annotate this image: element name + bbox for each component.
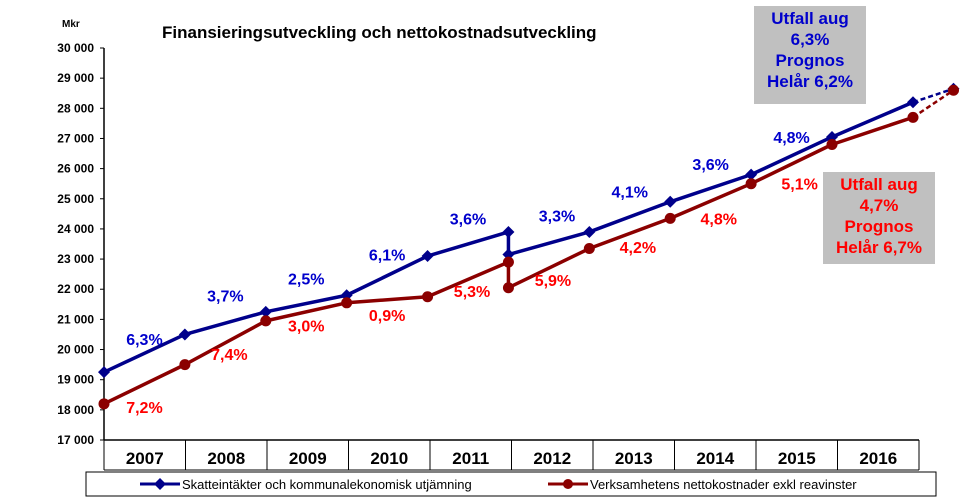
series-2-marker	[179, 359, 191, 371]
data-label-series-1: 4,8%	[773, 130, 809, 147]
data-label-series-2: 0,9%	[369, 308, 405, 325]
callout-red: Utfall aug 4,7% Prognos Helår 6,7%	[823, 172, 935, 264]
y-tick-label: 17 000	[57, 433, 94, 447]
series-1-marker	[178, 328, 191, 341]
y-tick-label: 27 000	[57, 131, 94, 145]
series-2-marker	[583, 243, 595, 255]
series-1-marker	[98, 366, 110, 379]
x-tick-label: 2012	[533, 449, 571, 468]
series-layer	[98, 82, 960, 410]
series-2-marker	[422, 291, 434, 303]
series-2-marker	[745, 178, 757, 190]
series-2-marker	[502, 256, 514, 268]
data-label-series-2: 4,8%	[701, 211, 737, 228]
x-tick-label: 2014	[696, 449, 734, 468]
axes: 17 000 18 000 19 000 20 000 21 000 22 000 23 0…	[57, 41, 920, 471]
x-tick-label: 2009	[289, 449, 327, 468]
legend: Skatteintäkter och kommunalekonomisk utj…	[85, 471, 937, 497]
series-2-marker	[948, 84, 959, 96]
legend-marker-series-2	[563, 479, 573, 489]
data-label-series-1: 3,6%	[450, 211, 486, 228]
y-tick-label: 26 000	[57, 162, 94, 176]
legend-frame	[85, 471, 937, 497]
x-tick-label: 2007	[126, 449, 164, 468]
data-label-series-2: 3,0%	[288, 318, 324, 335]
x-tick-label: 2008	[207, 449, 245, 468]
data-label-series-1: 6,3%	[126, 332, 162, 349]
y-tick-label: 23 000	[57, 252, 94, 266]
legend-label-series-2: Verksamhetens nettokostnader exkl reavin…	[590, 477, 857, 492]
y-tick-label: 21 000	[57, 312, 94, 326]
data-label-series-1: 3,3%	[539, 208, 575, 225]
callout-blue-line-2: 6,3%	[790, 30, 830, 49]
y-tick-label: 22 000	[57, 282, 94, 296]
x-tick-label: 2016	[859, 449, 897, 468]
data-label-series-1: 4,1%	[612, 184, 648, 201]
series-line-2	[103, 115, 914, 406]
series-1-marker	[583, 225, 596, 238]
data-label-series-2: 7,4%	[211, 347, 247, 364]
callout-red-line-3: Prognos	[844, 217, 914, 236]
series-1-marker	[745, 168, 758, 181]
series-forecast-2	[912, 89, 955, 119]
series-2-marker	[98, 398, 110, 410]
y-tick-label: 30 000	[57, 41, 94, 55]
y-tick-label: 24 000	[57, 222, 94, 236]
series-2-marker	[907, 111, 919, 123]
data-label-series-1: 3,7%	[207, 288, 243, 305]
series-2-marker	[260, 315, 272, 327]
data-label-series-2: 5,9%	[535, 273, 571, 290]
series-1-marker	[421, 250, 434, 263]
series-1-marker	[907, 96, 919, 109]
series-2-marker	[502, 282, 514, 294]
chart-title: Finansieringsutveckling och nettokostnad…	[162, 23, 597, 42]
callout-red-line-4: Helår 6,7%	[836, 238, 922, 257]
x-tick-label: 2015	[778, 449, 816, 468]
series-forecast-1	[912, 87, 954, 104]
data-label-series-2: 5,1%	[781, 177, 817, 194]
callout-blue-line-1: Utfall aug	[771, 9, 849, 28]
data-label-series-2: 5,3%	[454, 284, 490, 301]
series-1-marker	[259, 305, 272, 318]
data-label-series-2: 4,2%	[620, 240, 656, 257]
series-2-marker	[341, 297, 353, 309]
series-line-1	[103, 100, 914, 374]
y-tick-label: 20 000	[57, 343, 94, 357]
callout-blue: Utfall aug 6,3% Prognos Helår 6,2%	[754, 6, 866, 104]
series-1-marker	[502, 225, 515, 238]
y-tick-label: 29 000	[57, 71, 94, 85]
callout-blue-line-4: Helår 6,2%	[767, 72, 853, 91]
callout-blue-line-3: Prognos	[775, 51, 845, 70]
x-tick-label: 2010	[370, 449, 408, 468]
series-2-marker	[664, 212, 676, 224]
y-tick-label: 28 000	[57, 101, 94, 115]
data-label-series-1: 3,6%	[692, 157, 728, 174]
x-tick-label: 2011	[452, 449, 489, 468]
y-axis-unit: Mkr	[62, 19, 80, 30]
data-labels: 6,3% 3,7% 2,5% 6,1% 3,6% 3,3% 4,1% 3,6% 4,8% 7,2%…	[126, 130, 818, 417]
y-tick-label: 18 000	[57, 403, 94, 417]
callout-red-line-1: Utfall aug	[840, 175, 918, 194]
data-label-series-1: 6,1%	[369, 248, 405, 265]
data-label-series-1: 2,5%	[288, 272, 324, 289]
x-tick-label: 2013	[615, 449, 653, 468]
callout-red-line-2: 4,7%	[859, 196, 899, 215]
data-label-series-2: 7,2%	[126, 400, 162, 417]
y-tick-label: 25 000	[57, 192, 94, 206]
legend-marker-series-1	[154, 478, 166, 490]
series-1-marker	[664, 195, 677, 208]
series-2-marker	[826, 138, 838, 150]
legend-label-series-1: Skatteintäkter och kommunalekonomisk utj…	[182, 477, 472, 492]
y-tick-label: 19 000	[57, 373, 94, 387]
